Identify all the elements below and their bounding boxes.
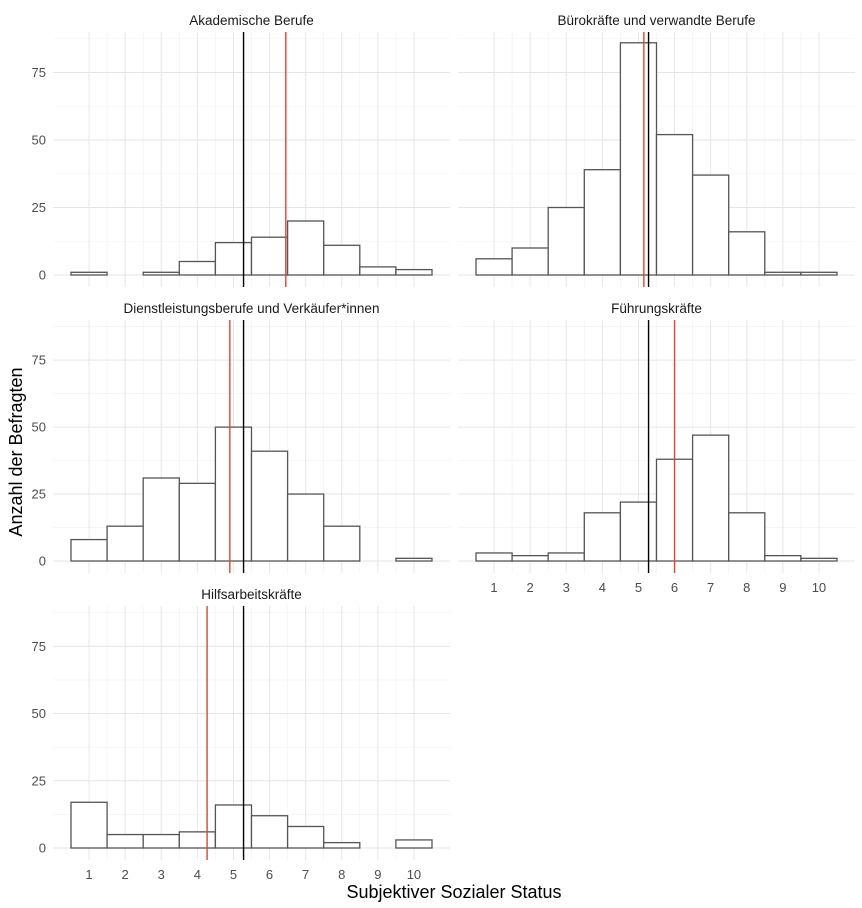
y-tick-label: 50 — [32, 133, 46, 148]
x-tick-label: 1 — [490, 580, 497, 595]
histogram-bar — [286, 825, 325, 849]
histogram-bar — [178, 831, 217, 849]
panel-3: Dienstleistungsberufe und Verkäufer*inne… — [32, 301, 450, 573]
x-tick-label: 6 — [266, 867, 273, 882]
x-tick-label: 9 — [374, 867, 381, 882]
histogram-bar — [142, 477, 180, 562]
histogram-bar — [250, 815, 289, 849]
histogram-bar — [619, 42, 658, 276]
x-tick-label: 1 — [85, 867, 92, 882]
y-tick-label: 0 — [39, 841, 46, 856]
histogram-bar — [142, 833, 180, 849]
facet-title: Bürokräfte und verwandte Berufe — [557, 13, 755, 28]
x-tick-label: 7 — [707, 580, 714, 595]
x-tick-label: 8 — [338, 867, 345, 882]
histogram-bar — [70, 271, 108, 276]
y-tick-label: 25 — [32, 200, 46, 215]
y-tick-label: 0 — [39, 268, 46, 283]
x-tick-label: 3 — [158, 867, 165, 882]
x-axis-title: Subjektiver Sozialer Status — [346, 882, 561, 902]
histogram-bar — [214, 241, 253, 276]
histogram-bar — [178, 482, 217, 562]
histogram-bar — [178, 260, 217, 276]
panel-5: Hilfsarbeitskräfte 0 25 50 75 1 2 3 4 5 6 7 8 9 10 — [32, 587, 450, 882]
histogram-bar — [475, 258, 513, 276]
x-tick-label: 5 — [635, 580, 642, 595]
histogram-bar — [691, 174, 730, 276]
y-tick-label: 25 — [32, 487, 46, 502]
histogram-bar — [800, 557, 838, 562]
x-tick-label: 4 — [599, 580, 606, 595]
histogram-bar — [800, 271, 838, 276]
x-tick-label: 7 — [302, 867, 309, 882]
histogram-bar — [395, 839, 433, 849]
histogram-bar — [583, 169, 622, 276]
histogram-bar — [70, 538, 108, 562]
histogram-bar — [106, 525, 144, 562]
x-tick-label: 2 — [527, 580, 534, 595]
y-axis-title: Anzahl der Befragten — [6, 367, 26, 536]
histogram-bar — [728, 512, 766, 562]
facet-title: Akademische Berufe — [189, 13, 314, 28]
histogram-bar — [250, 450, 289, 562]
histogram-bar — [359, 266, 397, 276]
panel-2: Bürokräfte und verwandte Berufe — [458, 13, 855, 287]
y-tick-label: 25 — [32, 773, 46, 788]
histogram-bar — [214, 426, 253, 562]
x-tick-label: 3 — [563, 580, 570, 595]
histogram-bar — [583, 512, 622, 562]
histogram-bar — [728, 231, 766, 276]
histogram-bar — [547, 206, 585, 276]
y-tick-label: 50 — [32, 706, 46, 721]
panel-4: Führungskräfte 1 2 3 4 5 6 7 8 9 10 — [458, 301, 855, 595]
histogram-bar — [764, 554, 802, 562]
x-tick-label: 2 — [122, 867, 129, 882]
histogram-bar — [764, 271, 802, 276]
histogram-bar — [475, 552, 513, 562]
histogram-bar — [691, 434, 730, 562]
y-tick-label: 0 — [39, 554, 46, 569]
y-tick-label: 75 — [32, 639, 46, 654]
x-tick-label: 10 — [407, 867, 421, 882]
x-tick-label: 6 — [671, 580, 678, 595]
y-tick-label: 75 — [32, 65, 46, 80]
y-tick-label: 75 — [32, 353, 46, 368]
histogram-bar — [655, 133, 694, 276]
histogram-bar — [395, 268, 433, 276]
x-tick-label: 9 — [779, 580, 786, 595]
histogram-bar — [619, 501, 658, 562]
histogram-bar — [511, 247, 549, 276]
histogram-bar — [511, 554, 549, 562]
x-tick-label: 5 — [230, 867, 237, 882]
facet-title: Dienstleistungsberufe und Verkäufer*inne… — [124, 301, 380, 316]
y-tick-label: 50 — [32, 420, 46, 435]
histogram-bar — [547, 552, 585, 562]
histogram-bar — [250, 236, 289, 276]
x-tick-label: 10 — [812, 580, 826, 595]
histogram-bar — [214, 804, 253, 849]
x-tick-label: 8 — [743, 580, 750, 595]
histogram-bar — [286, 220, 325, 276]
histogram-bar — [323, 525, 361, 562]
facet-title: Führungskräfte — [611, 301, 702, 316]
histogram-bar — [323, 841, 361, 849]
x-tick-label: 4 — [194, 867, 201, 882]
histogram-bar — [142, 271, 180, 276]
histogram-bar — [395, 557, 433, 562]
histogram-bar — [323, 244, 361, 276]
histogram-bar — [106, 833, 144, 849]
facet-title: Hilfsarbeitskräfte — [201, 587, 302, 602]
panel-1: Akademische Berufe 0 25 50 75 — [32, 13, 450, 287]
histogram-bar — [70, 801, 108, 849]
histogram-bar — [286, 493, 325, 562]
